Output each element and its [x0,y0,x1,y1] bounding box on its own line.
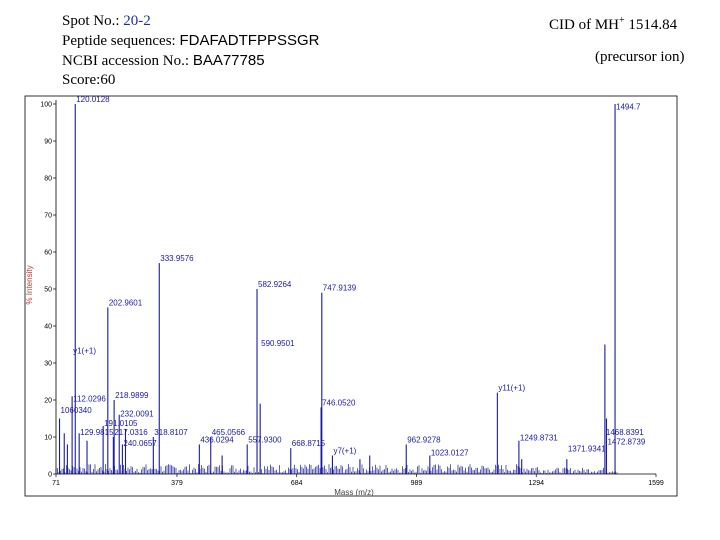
peak-annotations: 120.0128 1494.7 333.9576 202.9601 582.9264 74… [61,95,646,457]
x-tick-label: 1599 [648,480,664,487]
peak-label: 557.9300 [248,435,282,444]
peak-label: 746.0520 [322,398,356,407]
peak-label: 465.0566 [212,428,246,437]
score-line: Score:60 [62,72,116,88]
chart-frame [24,95,678,497]
peak-label: y1(+1) [73,347,96,356]
peak-label: 747.9139 [323,284,357,293]
peak-label: 217.0316 [114,428,148,437]
peak-label: 1371.9341 [568,445,606,454]
peak-label: 1060340 [61,406,93,415]
spectrum-info: Spot No.: 20-2 Peptide sequences: FDAFAD… [62,12,320,90]
peak-label: 218.9899 [115,391,149,400]
peak-label: 582.9264 [258,280,292,289]
peak-label: 1472.8739 [607,437,645,446]
peak-label: 318.8107 [154,428,188,437]
y-tick-label: 80 [44,176,52,183]
y-axis-label: % Intensity [25,265,34,304]
y-tick-label: 90 [44,139,52,146]
peak-label: y7(+1) [333,447,356,456]
peak-label: 1249.8731 [520,434,558,443]
y-tick-label: 70 [44,213,52,220]
y-tick-label: 0 [48,472,52,479]
peak-label: 191.0105 [104,419,138,428]
axes: 0 10 20 30 40 50 60 70 80 90 100 71 379 684 989 1294 159… [40,100,664,487]
peptide-value: FDAFADTFPPSSGR [179,32,320,49]
x-tick-label: 379 [171,480,183,487]
x-tick-label: 684 [291,480,303,487]
x-axis-label: Mass (m/z) [334,488,374,497]
peak-label: 112.0296 [73,395,106,404]
ncbi-value: BAA77785 [192,52,265,69]
peak-label: 240.0657 [123,439,157,448]
peak-label: 436.0294 [200,435,234,444]
peak-label: 962.9278 [407,435,441,444]
peak-label: 1494.7 [616,102,641,111]
spot-value: 20-2 [123,13,151,29]
peak-label: 1023.0127 [431,448,469,457]
spot-line: Spot No.: 20-2 [62,13,151,29]
peak-label: 232.0091 [120,410,154,419]
y-tick-label: 30 [44,361,52,368]
x-tick-label: 989 [411,480,423,487]
peak-label: 668.8715 [292,439,326,448]
peak-label: 129.9815 [80,428,114,437]
peak-series [58,104,616,474]
x-tick-label: 1294 [528,480,544,487]
ncbi-line: NCBI accession No.: BAA77785 [62,52,265,69]
peak-label: y11(+1) [498,384,525,393]
peak-label: 202.9601 [109,299,143,308]
cid-label: CID of MH+ 1514.84 [549,15,678,33]
peak-label: 120.0128 [76,95,110,104]
y-tick-label: 60 [44,250,52,257]
y-tick-label: 40 [44,324,52,331]
peptide-line: Peptide sequences: FDAFADTFPPSSGR [62,32,320,49]
y-tick-label: 50 [44,287,52,294]
y-tick-label: 20 [44,398,52,405]
peak-label: 333.9576 [160,254,194,263]
y-tick-label: 10 [44,435,52,442]
precursor-label: (precursor ion) [595,49,685,65]
baseline-noise [55,464,618,474]
y-tick-label: 100 [40,102,52,109]
x-tick-label: 71 [52,480,60,487]
peak-label: 590.9501 [261,339,295,348]
peak-label: 1468.8391 [606,428,644,437]
